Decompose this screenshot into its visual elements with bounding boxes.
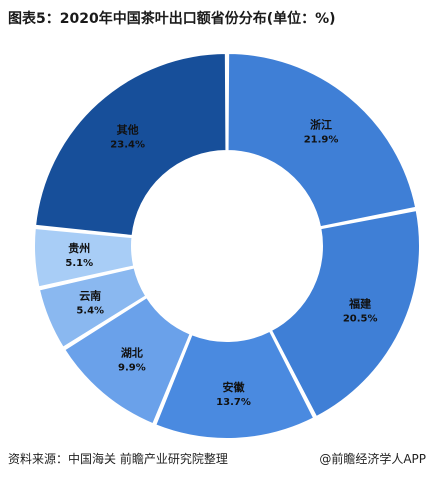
slice-category-label: 其他 — [117, 122, 139, 136]
slice-value-label: 5.1% — [65, 258, 93, 269]
chart-title: 图表5：2020年中国茶叶出口额省份分布(单位：%) — [8, 11, 336, 27]
slice-value-label: 20.5% — [343, 314, 378, 325]
slice-category-label: 浙江 — [310, 118, 332, 132]
slice-category-label: 湖北 — [121, 345, 143, 359]
slice-category-label: 云南 — [79, 288, 101, 302]
donut-slices — [33, 51, 421, 440]
slice-value-label: 23.4% — [110, 139, 145, 150]
slice-value-label: 5.4% — [76, 305, 104, 316]
slice-安徽 — [153, 329, 316, 440]
slice-湖北 — [62, 295, 192, 426]
slice-category-label: 贵州 — [68, 241, 90, 255]
app-credit: @前瞻经济学人APP — [319, 452, 426, 466]
slice-其他 — [33, 51, 228, 238]
slice-贵州 — [33, 226, 136, 289]
slice-云南 — [37, 266, 148, 350]
slice-福建 — [269, 208, 421, 419]
slice-value-label: 9.9% — [118, 362, 146, 373]
slice-category-label: 安徽 — [223, 380, 246, 394]
slice-value-label: 13.7% — [216, 397, 251, 408]
slice-labels: 浙江 21.9% 福建 20.5% 安徽 13.7% 湖北 9.9% 云南 5.4% 贵州 5.1% 其… — [65, 118, 377, 408]
slice-category-label: 福建 — [348, 297, 372, 311]
slice-value-label: 21.9% — [304, 135, 339, 146]
source-note: 资料来源：中国海关 前瞻产业研究院整理 — [8, 452, 228, 466]
slice-浙江 — [226, 51, 418, 229]
